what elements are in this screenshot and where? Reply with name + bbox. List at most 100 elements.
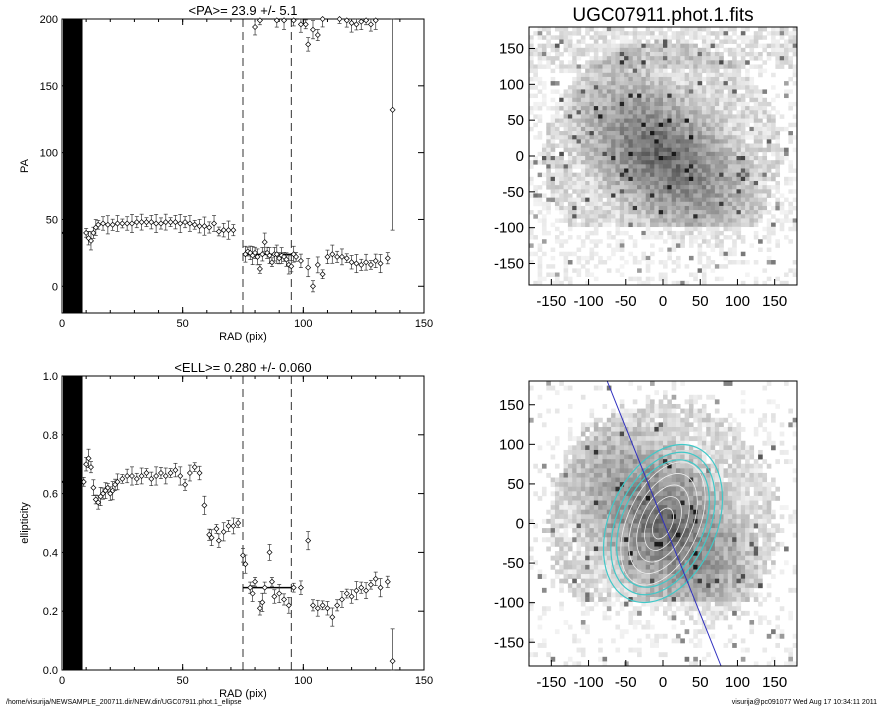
image-pixel [758, 164, 763, 169]
image-pixel [719, 156, 724, 161]
image-pixel [654, 574, 659, 579]
image-pixel [576, 185, 582, 190]
image-pixel [585, 560, 590, 566]
image-pixel [654, 201, 659, 207]
image-pixel [779, 147, 785, 153]
image-pixel [645, 31, 651, 36]
image-pixel [580, 97, 586, 103]
image-pixel [684, 39, 690, 44]
data-point [148, 219, 155, 226]
image-pixel [671, 610, 677, 616]
image-pixel [619, 114, 625, 119]
image-pixel [554, 126, 560, 132]
image-pixel [645, 514, 651, 520]
image-pixel [671, 518, 677, 524]
image-pixel [624, 431, 629, 437]
image-pixel [654, 523, 659, 529]
image-pixel [589, 431, 595, 437]
image-pixel [593, 264, 599, 269]
image-pixel [559, 541, 564, 547]
image-pixel [675, 85, 681, 90]
image-pixel [632, 578, 638, 584]
image-pixel [598, 449, 603, 455]
data-point [353, 21, 360, 28]
image-pixel [771, 205, 776, 211]
image-pixel [762, 180, 768, 186]
image-pixel [680, 118, 685, 124]
image-pixel [641, 505, 647, 511]
image-pixel [701, 68, 707, 74]
image-pixel [559, 139, 564, 144]
data-point [167, 470, 174, 477]
image-pixel [593, 85, 599, 90]
image-pixel [628, 537, 634, 543]
image-pixel [572, 56, 577, 61]
image-pixel [589, 537, 595, 543]
image-pixel [779, 56, 785, 61]
image-pixel [710, 68, 716, 74]
image-pixel [745, 185, 750, 190]
image-pixel [606, 172, 612, 178]
image-pixel [606, 114, 612, 119]
image-pixel [745, 135, 750, 140]
image-pixel [714, 276, 720, 282]
image-pixel [632, 560, 638, 566]
image-pixel [684, 176, 690, 182]
image-pixel [606, 537, 612, 543]
image-pixel [762, 47, 768, 53]
image-pixel [537, 495, 543, 501]
image-pixel [675, 210, 681, 215]
image-pixel [550, 454, 556, 460]
image-pixel [650, 210, 655, 215]
image-pixel [710, 210, 716, 215]
image-pixel [719, 276, 724, 282]
image-pixel [611, 541, 616, 547]
image-pixel [637, 440, 642, 446]
image-pixel [693, 197, 698, 203]
image-pixel [598, 459, 603, 465]
image-pixel [675, 426, 681, 432]
image-pixel [706, 143, 711, 148]
image-pixel [701, 43, 707, 49]
image-pixel [576, 583, 582, 589]
image-pixel [576, 532, 582, 538]
image-pixel [667, 468, 672, 474]
image-pixel [788, 180, 793, 186]
image-pixel [671, 222, 677, 228]
image-pixel [654, 35, 659, 40]
image-pixel [615, 523, 621, 529]
image-pixel [619, 201, 625, 207]
image-pixel [753, 260, 759, 265]
image-pixel [606, 422, 612, 428]
image-pixel [563, 193, 569, 198]
image-pixel [615, 468, 621, 474]
image-pixel [654, 532, 659, 538]
image-pixel [749, 89, 755, 94]
image-pixel [606, 89, 612, 94]
image-pixel [693, 56, 698, 61]
image-pixel [745, 272, 750, 277]
image-pixel [663, 106, 668, 111]
image-pixel [658, 214, 664, 219]
image-pixel [675, 574, 681, 579]
image-pixel [628, 89, 634, 94]
y-tick-label: 0 [516, 148, 524, 165]
image-pixel [632, 31, 638, 36]
image-pixel [663, 68, 668, 74]
data-point [268, 578, 275, 585]
image-pixel [580, 514, 586, 520]
image-pixel [533, 160, 538, 165]
image-pixel [784, 93, 789, 99]
image-pixel [606, 185, 612, 190]
image-pixel [749, 135, 755, 140]
image-pixel [663, 633, 668, 639]
image-pixel [585, 518, 590, 524]
image-pixel [585, 193, 590, 198]
image-pixel [632, 218, 638, 223]
image-pixel [628, 592, 634, 598]
image-pixel [658, 68, 664, 74]
image-pixel [615, 551, 621, 556]
image-pixel [606, 546, 612, 552]
image-pixel [559, 551, 564, 556]
image-pixel [576, 110, 582, 115]
